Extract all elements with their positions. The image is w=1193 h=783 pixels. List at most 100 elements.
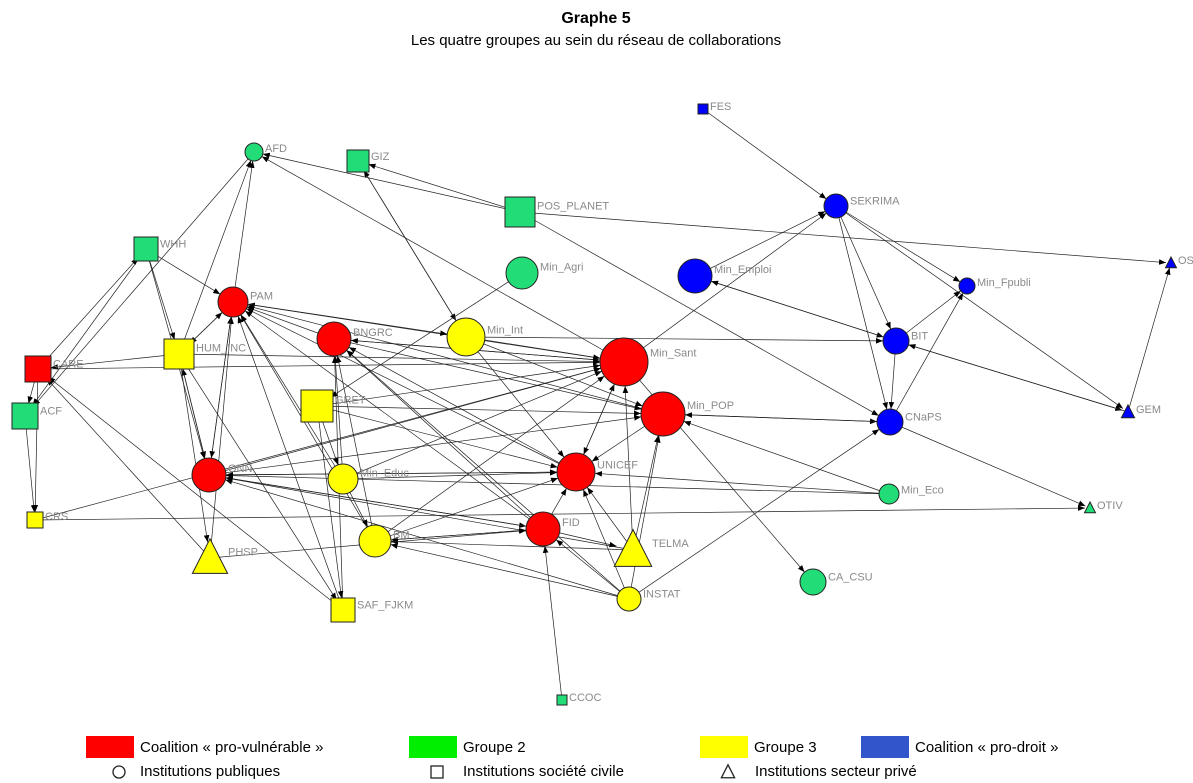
edge	[225, 476, 544, 530]
node-label: Min_Agri	[540, 261, 583, 273]
node-label: FES	[710, 101, 731, 113]
legend: Coalition « pro-vulnérable » Groupe 2 Grou…	[86, 736, 1058, 780]
edge	[363, 170, 467, 338]
node	[882, 327, 910, 355]
legend-label: Coalition « pro-droit »	[915, 739, 1058, 756]
node-label: PAM	[250, 291, 273, 303]
node-label: Min_Sant	[650, 348, 696, 360]
edge	[582, 489, 630, 600]
legend-label: Institutions publiques	[140, 763, 280, 780]
node	[958, 277, 976, 295]
edge	[240, 314, 344, 480]
legend-label: Groupe 3	[754, 739, 817, 756]
node-label: CA_CSU	[828, 571, 873, 583]
legend-label: Groupe 2	[463, 739, 526, 756]
node	[505, 256, 539, 290]
node	[876, 408, 904, 436]
edge	[232, 301, 448, 336]
edge	[37, 257, 139, 370]
legend-label: Institutions secteur privé	[755, 763, 917, 780]
node	[191, 457, 227, 493]
node-label: BNGRC	[353, 327, 393, 339]
node	[330, 597, 356, 623]
edge	[225, 476, 634, 551]
edge	[262, 152, 521, 213]
edge	[178, 353, 601, 365]
edge	[835, 205, 888, 410]
node-label: CARE	[53, 358, 84, 370]
node	[217, 286, 249, 318]
legend-swatch	[861, 736, 909, 758]
edge	[34, 367, 601, 521]
node-label: BIT	[911, 330, 928, 342]
edge	[908, 344, 1129, 413]
edge	[342, 370, 602, 480]
edge	[178, 160, 252, 355]
edge	[519, 211, 879, 416]
edge	[240, 314, 376, 542]
edge	[178, 353, 337, 601]
node	[24, 355, 52, 383]
node	[244, 142, 264, 162]
edge	[336, 355, 376, 542]
node-label: CRS	[45, 511, 68, 523]
edge	[246, 308, 577, 473]
edge	[586, 487, 634, 551]
edge	[711, 280, 897, 342]
edge	[342, 469, 558, 480]
edge	[835, 205, 892, 330]
edge	[50, 353, 180, 370]
edge	[694, 211, 826, 277]
node	[504, 196, 536, 228]
edge	[47, 376, 344, 611]
node	[677, 258, 713, 294]
node-label: Min_Eco	[901, 484, 944, 496]
edge	[465, 336, 565, 458]
node	[133, 236, 159, 262]
node	[163, 338, 195, 370]
node	[316, 321, 352, 357]
edge	[368, 163, 521, 213]
edge	[145, 248, 176, 340]
edge	[237, 316, 344, 611]
edge	[232, 160, 255, 303]
node-label: SEKRIMA	[850, 196, 900, 208]
edge	[34, 505, 1086, 521]
edge	[465, 336, 601, 360]
subtitle: Les quatre groupes au sein du réseau de …	[411, 32, 781, 49]
node-label: Min_Educ	[360, 468, 409, 480]
node	[26, 511, 44, 529]
node-label: OTIV	[1097, 500, 1123, 512]
nodes: FES SEKRIMA AFD GIZ POS_PLANET WHH Min_Agri Min…	[11, 101, 1193, 706]
edge	[332, 355, 344, 480]
node-label: PHSP	[228, 546, 258, 558]
edge	[350, 338, 625, 363]
edge	[390, 539, 634, 551]
edge	[895, 290, 961, 342]
node	[599, 337, 649, 387]
edge	[374, 375, 605, 542]
edge	[244, 310, 544, 530]
node-label: Min_POP	[687, 400, 734, 412]
edge	[519, 211, 1167, 265]
node	[556, 694, 568, 706]
edge	[46, 378, 211, 559]
legend-swatch	[700, 736, 748, 758]
node	[327, 463, 359, 495]
node	[616, 586, 642, 612]
edge	[465, 336, 884, 344]
edge	[208, 415, 642, 476]
edge	[24, 415, 37, 513]
edge	[316, 405, 642, 417]
edge	[889, 292, 964, 423]
node	[878, 483, 900, 505]
edge	[390, 543, 630, 600]
node-label: BM	[393, 529, 410, 541]
legend-swatch	[86, 736, 134, 758]
node-label: WHH	[160, 239, 186, 251]
node	[525, 511, 561, 547]
node	[346, 149, 370, 173]
node-label: OSTIE	[1178, 255, 1193, 267]
edge	[37, 359, 601, 370]
edge	[209, 301, 234, 459]
